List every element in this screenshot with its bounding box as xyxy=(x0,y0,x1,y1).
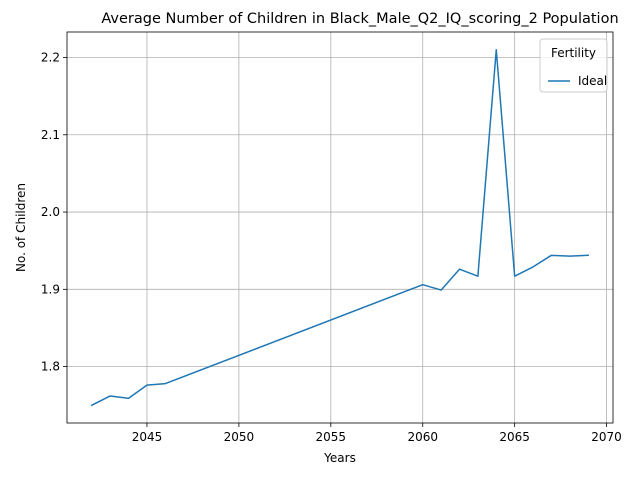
x-tick-label: 2045 xyxy=(132,430,163,444)
y-tick-label: 2.0 xyxy=(41,205,60,219)
x-tick-label: 2050 xyxy=(224,430,255,444)
x-tick-label: 2060 xyxy=(407,430,438,444)
x-axis-label: Years xyxy=(323,451,356,465)
grid-lines xyxy=(67,32,613,423)
y-tick-label: 1.9 xyxy=(41,282,60,296)
y-tick-label: 2.2 xyxy=(41,51,60,65)
axis-ticks: 2045 2050 2055 2060 2065 2070 1.8 1.9 2.0 2.1 2.2 xyxy=(41,51,622,445)
chart-title: Average Number of Children in Black_Male… xyxy=(101,11,618,27)
series-line-ideal xyxy=(90,49,589,407)
legend: Fertility Ideal xyxy=(539,38,608,93)
legend-box xyxy=(539,38,608,93)
y-tick-label: 2.1 xyxy=(41,128,60,142)
x-tick-label: 2065 xyxy=(499,430,530,444)
legend-title: Fertility xyxy=(551,46,596,60)
y-axis-label: No. of Children xyxy=(14,183,28,272)
plot-frame xyxy=(66,31,614,424)
x-tick-label: 2055 xyxy=(316,430,347,444)
y-tick-label: 1.8 xyxy=(41,360,60,374)
x-tick-label: 2070 xyxy=(591,430,622,444)
series-layer xyxy=(90,49,589,407)
legend-label-ideal: Ideal xyxy=(578,74,607,88)
